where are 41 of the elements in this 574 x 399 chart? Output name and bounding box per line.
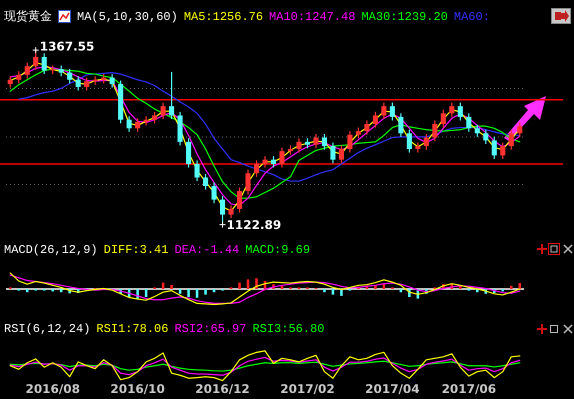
x-tick-label: 2017/04 <box>365 382 420 396</box>
bar <box>196 289 198 298</box>
text: MA30:1239.20 <box>361 10 448 24</box>
x-tick-label: 2016/12 <box>195 382 250 396</box>
bar <box>246 279 250 289</box>
bar <box>280 286 284 289</box>
chart-subtitle: MA(5,10,30,60) <box>77 10 178 24</box>
text: MA60: <box>454 10 490 24</box>
annotation: 1122.89 <box>226 218 282 232</box>
bar <box>170 285 173 289</box>
bar <box>332 289 334 295</box>
bar <box>204 289 207 295</box>
bar <box>178 289 182 294</box>
bar <box>212 289 216 292</box>
series-label: MACD:9.69 <box>245 242 310 256</box>
x-tick-label: 2016/08 <box>25 382 80 396</box>
chart-title: 现货黄金 <box>4 10 52 24</box>
chart-title: MACD(26,12,9) <box>4 242 98 256</box>
chart-title: RSI(6,12,24) <box>4 322 90 336</box>
bar <box>187 289 190 297</box>
text: MA5:1256.76 <box>184 10 264 24</box>
bar <box>382 284 386 289</box>
text: DEA:-1.44 <box>174 242 240 256</box>
x-tick-label: 2017/06 <box>442 382 496 396</box>
bar <box>238 282 241 289</box>
bar <box>162 282 164 289</box>
text: DIFF:3.41 <box>104 242 168 256</box>
text: RSI2:65.97 <box>174 322 246 336</box>
text: RSI3:56.80 <box>252 322 324 336</box>
bar <box>144 289 148 297</box>
series-label: RSI1:78.06 <box>96 322 168 336</box>
bar <box>510 286 513 289</box>
text: MA10:1247.48 <box>269 10 356 24</box>
bar <box>60 289 62 292</box>
x-tick-label: 2017/02 <box>280 382 335 396</box>
x-tick-label: 2016/10 <box>110 382 165 396</box>
bar <box>323 289 326 292</box>
bar <box>518 283 522 289</box>
bar <box>26 289 29 292</box>
bar <box>400 289 402 292</box>
annotation: 1367.55 <box>40 39 94 54</box>
